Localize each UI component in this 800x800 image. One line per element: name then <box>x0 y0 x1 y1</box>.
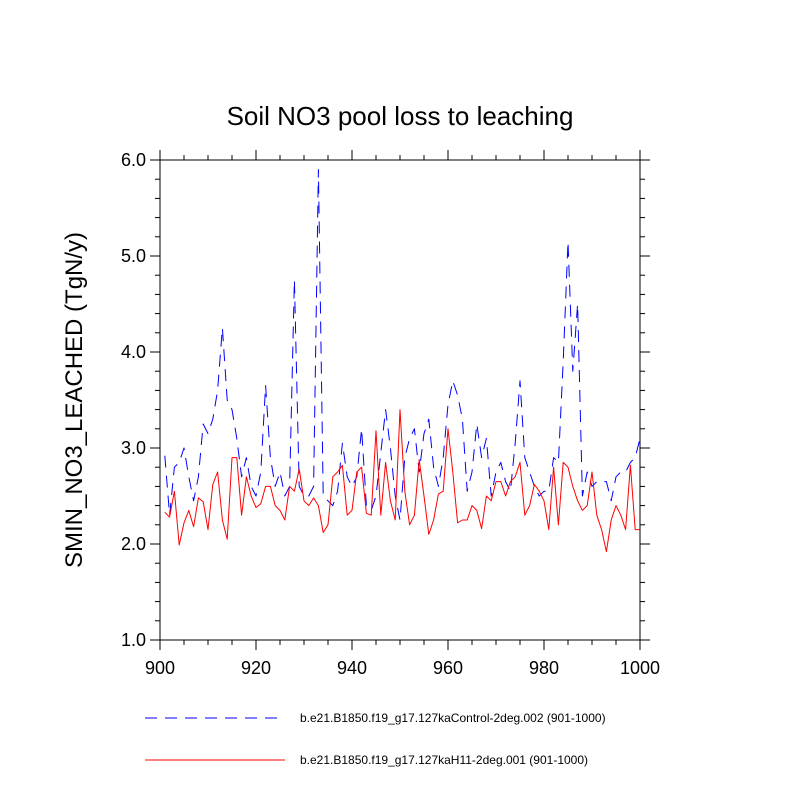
y-tick-label: 6.0 <box>121 150 146 170</box>
x-tick-label: 980 <box>529 658 559 678</box>
plot-frame <box>159 159 641 641</box>
y-tick-label: 3.0 <box>121 438 146 458</box>
x-tick-label: 920 <box>241 658 271 678</box>
series-line-2 <box>164 409 640 553</box>
y-tick-label: 1.0 <box>121 630 146 650</box>
y-axis-label: SMIN_NO3_LEACHED (TgN/y) <box>61 232 88 568</box>
y-tick-label: 2.0 <box>121 534 146 554</box>
series-line-1 <box>164 169 641 521</box>
plot-area: 900 920 940 960 980 1000 1.0 2.0 3.0 4.0 5.0 6.0 <box>121 150 660 678</box>
y-tick-label: 4.0 <box>121 342 146 362</box>
legend: b.e21.B1850.f19_g17.127kaControl-2deg.00… <box>145 711 606 767</box>
x-tick-label: 960 <box>433 658 463 678</box>
legend-label-1: b.e21.B1850.f19_g17.127kaControl-2deg.00… <box>300 711 606 725</box>
y-tick-label: 5.0 <box>121 246 146 266</box>
x-tick-label: 1000 <box>620 658 660 678</box>
legend-label-2: b.e21.B1850.f19_g17.127kaH11-2deg.001 (9… <box>300 753 588 767</box>
x-tick-label: 940 <box>337 658 367 678</box>
chart-title: Soil NO3 pool loss to leaching <box>227 101 574 131</box>
x-tick-label: 900 <box>145 658 175 678</box>
